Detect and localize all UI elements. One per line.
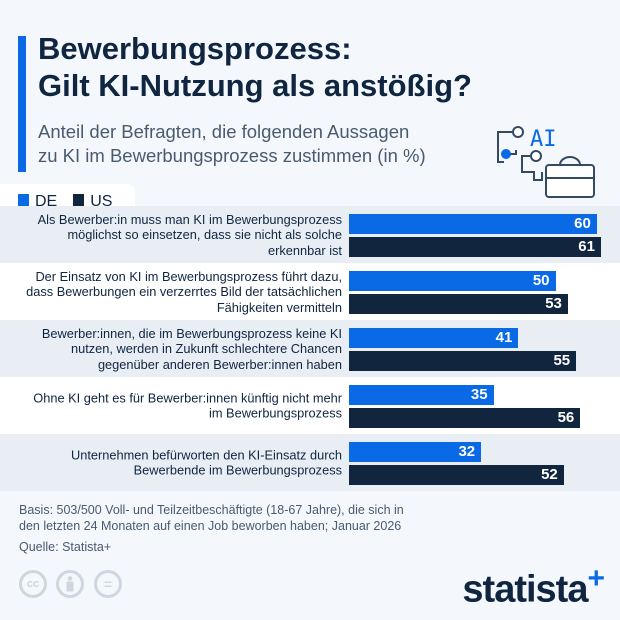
title-accent-bar <box>18 36 26 172</box>
bar-us: 61 <box>349 237 601 257</box>
category-label: Unternehmen befürworten den KI-Einsatz d… <box>70 447 342 478</box>
basis-line-2: den letzten 24 Monaten auf einen Job bew… <box>19 519 402 533</box>
cc-icon-text: cc <box>26 578 40 590</box>
chart-row: Bewerber:innen, die im Bewerbungsprozess… <box>0 320 620 377</box>
basis-line-1: Basis: 503/500 Voll- und Teilzeitbeschäf… <box>19 503 404 517</box>
category-label: Bewerber:innen, die im Bewerbungsprozess… <box>41 325 342 372</box>
bar-de: 35 <box>349 385 494 405</box>
category-label: Als Bewerber:in muss man KI im Bewerbung… <box>37 211 342 258</box>
title-line-1: Bewerbungsprozess: <box>38 31 352 66</box>
cc-license-icon[interactable]: cc <box>19 570 47 598</box>
source-note: Quelle: Statista+ <box>19 540 112 554</box>
chart-row: Der Einsatz von KI im Bewerbungsprozess … <box>0 263 620 320</box>
no-derivatives-icon[interactable]: = <box>94 570 122 598</box>
logo-text: statista <box>462 568 588 611</box>
bar-us: 52 <box>349 465 564 485</box>
data-label: 52 <box>541 466 558 483</box>
legend-label-us: US <box>90 192 113 210</box>
data-label: 61 <box>578 238 595 255</box>
subtitle-line-2: zu KI im Bewerbungsprozess zustimmen (in… <box>38 145 426 166</box>
bar-us: 56 <box>349 408 581 428</box>
chart-title: Bewerbungsprozess: Gilt KI-Nutzung als a… <box>38 30 472 104</box>
ai-icon-text: AI <box>530 127 557 152</box>
chart-row: Ohne KI geht es für Bewerber:innen künft… <box>0 377 620 434</box>
footnote-basis: Basis: 503/500 Voll- und Teilzeitbeschäf… <box>19 502 404 534</box>
legend-item-de: DE <box>18 193 57 211</box>
bar-de: 60 <box>349 214 597 234</box>
bar-us: 55 <box>349 351 577 371</box>
legend-item-us: US <box>73 193 112 211</box>
category-label: Ohne KI geht es für Bewerber:innen künft… <box>33 390 342 421</box>
legend-swatch-de <box>18 193 29 207</box>
ai-briefcase-icon: AI <box>497 126 595 198</box>
chart-row: Als Bewerber:in muss man KI im Bewerbung… <box>0 206 620 263</box>
bar-us: 53 <box>349 294 568 314</box>
bar-de: 50 <box>349 271 556 291</box>
person-icon <box>66 576 74 592</box>
statista-logo[interactable]: statista+ <box>462 562 605 612</box>
title-line-2: Gilt KI-Nutzung als anstößig? <box>38 68 472 103</box>
data-label: 60 <box>574 215 591 232</box>
subtitle-line-1: Anteil der Befragten, die folgenden Auss… <box>38 121 410 142</box>
data-label: 32 <box>458 443 476 460</box>
logo-plus: + <box>587 562 605 595</box>
data-label: 53 <box>545 295 562 312</box>
attribution-icon[interactable] <box>56 570 84 598</box>
data-label: 41 <box>495 329 513 346</box>
chart-subtitle: Anteil der Befragten, die folgenden Auss… <box>38 120 426 168</box>
data-label: 50 <box>532 272 550 289</box>
data-label: 55 <box>553 352 571 369</box>
category-label: Der Einsatz von KI im Bewerbungsprozess … <box>26 268 342 315</box>
chart-row: Unternehmen befürworten den KI-Einsatz d… <box>0 434 620 491</box>
bar-de: 32 <box>349 442 482 462</box>
data-label: 56 <box>557 409 575 426</box>
legend-swatch-us <box>73 193 85 207</box>
bar-de: 41 <box>349 328 519 348</box>
legend-label-de: DE <box>35 192 58 210</box>
data-label: 35 <box>470 386 488 403</box>
eq-icon-text: = <box>103 576 113 592</box>
